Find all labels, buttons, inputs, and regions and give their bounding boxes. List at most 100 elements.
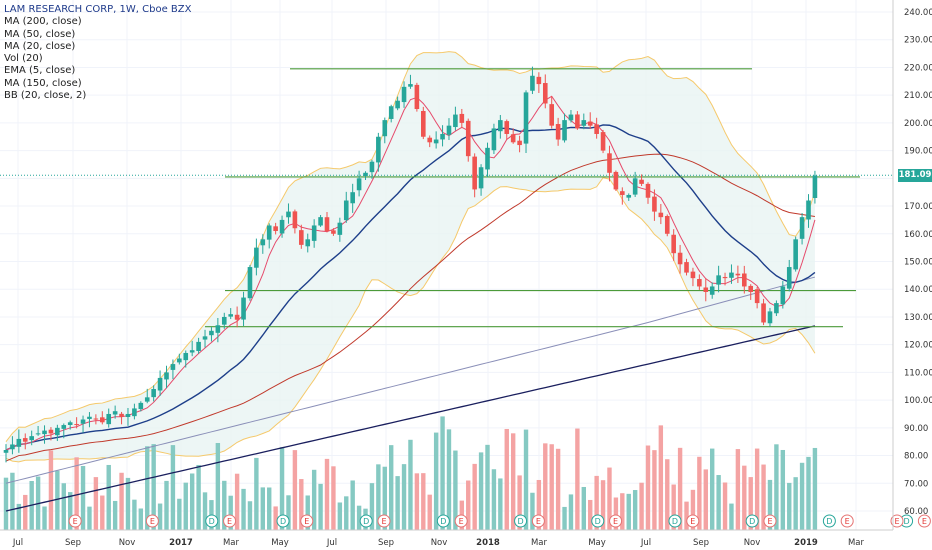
candle-body: [658, 212, 664, 218]
volume-bar: [761, 464, 766, 530]
volume-bar: [183, 482, 188, 530]
marker-circle: [223, 514, 237, 528]
candle-body: [664, 216, 670, 234]
volume-bar: [247, 501, 253, 530]
earnings-marker: E: [609, 514, 623, 528]
candle-body: [767, 311, 773, 324]
candle-body: [305, 239, 311, 247]
volume-bar: [222, 480, 227, 530]
volume-bar: [446, 429, 452, 530]
volume-bar: [562, 506, 567, 530]
x-tick-label: Nov: [431, 538, 448, 548]
candle-body: [170, 364, 176, 370]
volume-bar: [697, 456, 702, 530]
volume-bar: [376, 464, 381, 530]
marker-circle: [68, 514, 82, 528]
volume-bar: [729, 503, 734, 530]
candle-body: [806, 200, 811, 220]
x-tick-label: Sep: [378, 538, 394, 548]
volume-bar: [806, 456, 811, 530]
candle-body: [465, 120, 471, 157]
marker-circle: [276, 514, 290, 528]
candle-body: [22, 438, 28, 442]
volume-bar: [517, 475, 522, 530]
volume-bar: [16, 503, 22, 530]
volume-bar: [234, 473, 240, 530]
candle-body: [671, 234, 676, 254]
candle-body: [29, 436, 34, 441]
candle-body: [703, 287, 709, 292]
marker-label: E: [690, 517, 695, 526]
legend-ma200: MA (200, close): [4, 16, 82, 28]
volume-bar: [498, 478, 503, 530]
y-tick-label: 170.00: [904, 202, 932, 212]
candle-body: [754, 289, 760, 304]
candle-body: [286, 211, 291, 218]
volume-bar: [607, 467, 612, 530]
candle-body: [318, 217, 323, 226]
legend-bb: BB (20, close, 2): [4, 90, 87, 102]
y-tick-label: 210.00: [904, 91, 932, 101]
candle-body: [125, 413, 131, 417]
x-tick-label: 2018: [476, 538, 500, 548]
dividend-marker: D: [359, 514, 373, 528]
candle-body: [793, 239, 798, 270]
candle-body: [780, 286, 786, 305]
volume-bar: [68, 492, 73, 530]
volume-bar: [671, 484, 676, 530]
volume-bar: [555, 448, 561, 530]
volume-bar: [787, 482, 792, 530]
candle-body: [266, 225, 272, 240]
candle-body: [350, 192, 355, 204]
volume-bar: [286, 495, 291, 530]
volume-bar: [42, 506, 47, 530]
volume-bar: [780, 449, 786, 530]
marker-circle: [436, 514, 450, 528]
earnings-marker: E: [763, 514, 777, 528]
volume-bar: [382, 466, 387, 530]
volume-bar: [433, 432, 439, 530]
candle-body: [395, 100, 400, 109]
candle-body: [542, 83, 548, 104]
candle-body: [254, 247, 259, 268]
marker-circle: [686, 514, 700, 528]
marker-circle: [205, 514, 219, 528]
candle-body: [234, 314, 240, 320]
candle-body: [536, 76, 542, 85]
candle-body: [221, 316, 227, 325]
legend: LAM RESEARCH CORP, 1W, Cboe BZX MA (200,…: [4, 4, 192, 102]
marker-label: D: [280, 517, 286, 526]
volume-bar: [260, 487, 265, 530]
dividend-marker: D: [591, 514, 605, 528]
candle-body: [202, 336, 208, 340]
candle-body: [697, 279, 702, 287]
marker-circle: [822, 514, 836, 528]
dividend-marker: D: [822, 514, 836, 528]
volume-bar: [504, 428, 509, 530]
candle-body: [196, 341, 201, 352]
volume-bar: [177, 498, 182, 530]
legend-ema5: EMA (5, close): [4, 65, 76, 77]
candle-body: [241, 297, 246, 320]
volume-bar: [491, 469, 497, 530]
candle-body: [620, 191, 625, 195]
volume-bar: [722, 482, 728, 530]
y-tick-label: 70.00: [904, 479, 928, 489]
volume-bar: [344, 496, 349, 530]
marker-label: D: [595, 517, 601, 526]
candle-body: [652, 196, 657, 212]
marker-circle: [454, 514, 468, 528]
dividend-marker: D: [436, 514, 450, 528]
earnings-marker: E: [377, 514, 391, 528]
candle-body: [299, 230, 304, 245]
candle-body: [427, 137, 433, 143]
candle-body: [626, 194, 632, 198]
volume-bar: [710, 448, 715, 530]
y-tick-label: 90.00: [904, 424, 928, 434]
volume-bar: [3, 477, 9, 530]
volume-bar: [645, 445, 651, 530]
candle-body: [164, 372, 169, 380]
marker-circle: [668, 514, 682, 528]
volume-bar: [466, 480, 471, 530]
